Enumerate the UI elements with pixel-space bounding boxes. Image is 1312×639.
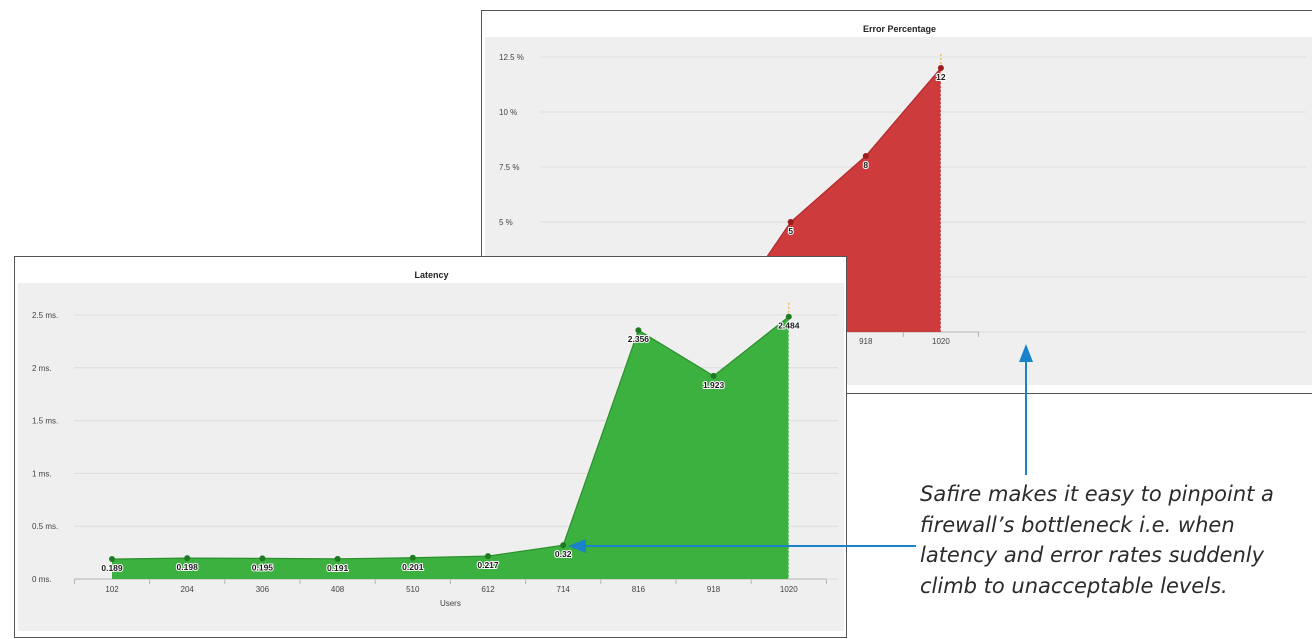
error-point [937, 65, 944, 71]
latency-y-tick-label: 1.5 ms. [32, 417, 58, 426]
latency-x-tick-label: 306 [256, 585, 270, 594]
latency-x-tick-label: 408 [331, 585, 345, 594]
latency-data-label: 2.484 [778, 321, 800, 331]
annotation-caption: Safire makes it easy to pinpoint a firew… [920, 482, 1274, 598]
error-y-tick-label: 7.5 % [499, 163, 519, 172]
latency-chart-title: Latency [414, 270, 448, 280]
error-data-label: 8 [863, 160, 868, 170]
latency-x-tick-label: 918 [707, 585, 721, 594]
error-data-label: 5 [788, 226, 793, 236]
error-data-label: 12 [936, 72, 946, 82]
latency-point [485, 553, 491, 560]
error-y-tick-label: 12.5 % [499, 53, 524, 62]
latency-x-tick-label: 102 [105, 585, 119, 594]
latency-data-label: 2.356 [628, 334, 650, 344]
latency-point [409, 554, 416, 561]
latency-data-label: 0.198 [177, 562, 199, 572]
latency-point [184, 555, 191, 562]
latency-x-tick-label: 510 [406, 585, 420, 594]
error-point [862, 153, 869, 159]
latency-data-label: 1.923 [703, 380, 725, 390]
latency-x-tick-label: 1020 [780, 585, 798, 594]
latency-data-label: 0.32 [555, 549, 572, 559]
latency-y-tick-label: 2 ms. [32, 364, 52, 373]
error-point [787, 219, 794, 225]
latency-point [259, 555, 266, 562]
error-x-tick-label: 918 [859, 337, 873, 346]
latency-area [112, 316, 789, 579]
latency-x-tick-label: 612 [481, 585, 495, 594]
latency-x-tick-label: 204 [181, 585, 195, 594]
latency-point [710, 372, 717, 379]
latency-point [635, 327, 642, 334]
latency-chart: Latency 0 ms. 0.5 ms. 1 ms. 1.5 ms. 2 ms. 2.5 … [18, 270, 844, 631]
latency-point [560, 542, 567, 549]
latency-data-label: 0.201 [402, 562, 424, 572]
latency-y-tick-label: 0.5 ms. [32, 522, 58, 531]
latency-data-label: 0.191 [327, 563, 349, 573]
latency-x-axis-label: Users [440, 599, 461, 608]
latency-point [109, 556, 115, 563]
error-x-tick-label: 1020 [932, 337, 950, 346]
latency-x-tick-label: 816 [632, 585, 646, 594]
latency-data-label: 0.217 [477, 560, 499, 570]
latency-point [785, 313, 792, 320]
latency-x-tick-label: 714 [557, 585, 571, 594]
latency-line [111, 316, 790, 560]
latency-y-tick-label: 0 ms. [32, 575, 52, 584]
latency-plot: Latency 0 ms. 0.5 ms. 1 ms. 1.5 ms. 2 ms. 2.5 … [18, 270, 844, 631]
latency-data-label: 0.189 [101, 563, 123, 573]
latency-point [334, 555, 341, 562]
latency-chart-panel: Latency 0 ms. 0.5 ms. 1 ms. 1.5 ms. 2 ms. 2.5 … [14, 256, 847, 638]
error-y-tick-label: 10 % [499, 108, 517, 117]
error-chart-title: Error Percentage [863, 24, 936, 34]
latency-y-tick-label: 2.5 ms. [32, 311, 58, 320]
latency-y-tick-label: 1 ms. [32, 469, 52, 478]
latency-data-label: 0.195 [252, 562, 274, 572]
error-y-tick-label: 5 % [499, 218, 513, 227]
